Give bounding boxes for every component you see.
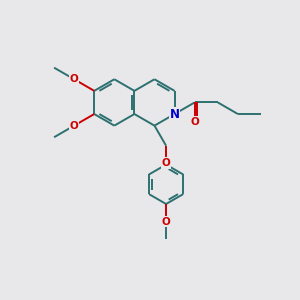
Text: O: O bbox=[162, 217, 170, 227]
Text: O: O bbox=[162, 158, 170, 168]
Text: O: O bbox=[70, 74, 79, 84]
Text: N: N bbox=[169, 107, 180, 121]
Text: O: O bbox=[190, 117, 199, 127]
Text: O: O bbox=[70, 121, 79, 130]
